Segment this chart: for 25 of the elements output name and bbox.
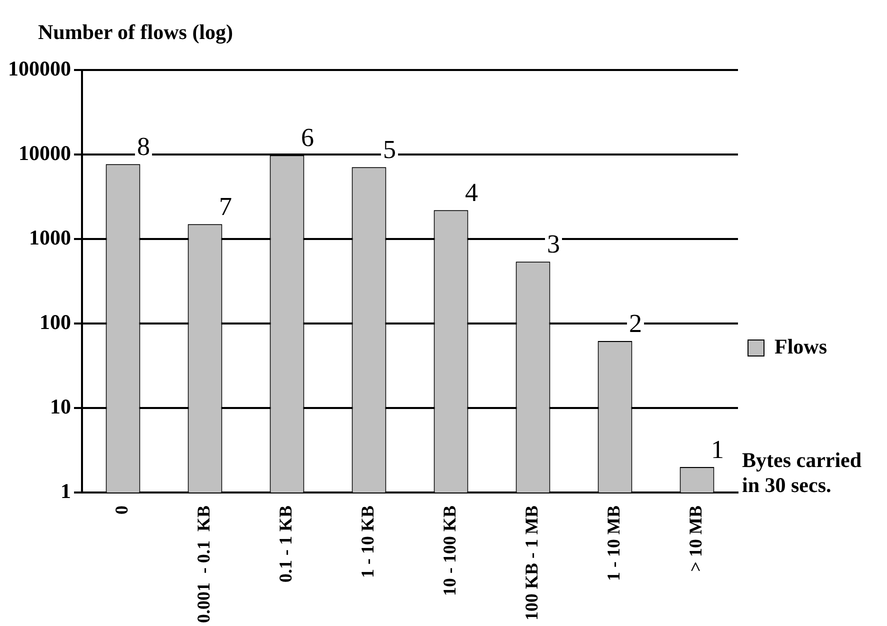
y-axis-title: Number of flows (log) (38, 20, 234, 45)
x-tick-label: 0.001 - 0.1 KB (194, 506, 214, 624)
x-tick-label: > 10 MB (686, 506, 706, 572)
annotation: 2 (629, 308, 642, 338)
y-tick-label: 100000 (8, 56, 71, 80)
y-tick-label: 100 (40, 310, 71, 334)
x-tick-label: 0.1 - 1 KB (276, 506, 296, 583)
y-tick-label: 10 (50, 394, 71, 418)
annotation: 6 (301, 123, 314, 152)
annotation: 5 (383, 134, 396, 164)
annotation: 4 (465, 178, 478, 207)
x-tick-label: 1 - 10 KB (358, 506, 378, 578)
y-tick-label: 1000 (29, 225, 71, 250)
y-tick-label: 10000 (18, 140, 71, 165)
legend-label: Flows (774, 334, 827, 358)
x-tick-label: 100 KB - 1 MB (522, 506, 542, 620)
x-axis-title: Bytes carried in 30 secs. (742, 448, 862, 498)
x-tick-label: 0 (112, 506, 132, 514)
x-tick-label: 1 - 10 MB (604, 506, 624, 581)
annotation: 3 (547, 229, 560, 258)
annotation: 7 (219, 192, 232, 221)
annotation: 8 (137, 132, 150, 161)
annotation: 1 (711, 434, 724, 464)
x-tick-label: 10 - 100 KB (440, 506, 460, 596)
y-tick-label: 1 (60, 478, 71, 503)
